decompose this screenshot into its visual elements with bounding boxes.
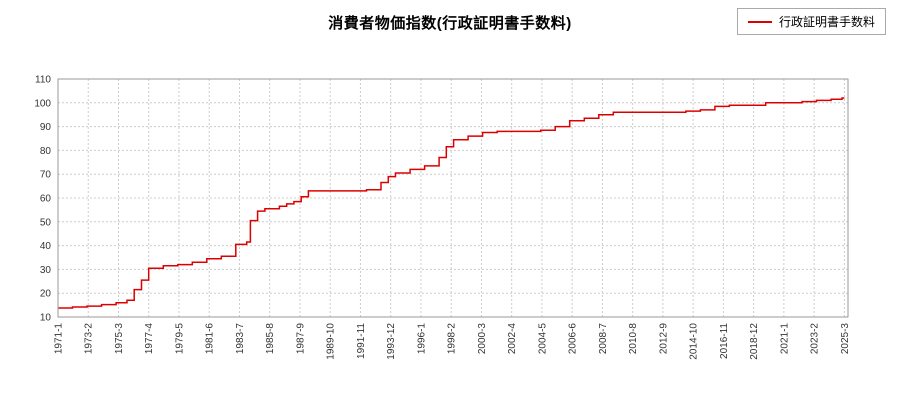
- y-tick-label: 110: [35, 75, 51, 86]
- x-tick-label: 1991-11: [356, 323, 367, 359]
- x-tick-label: 2025-3: [840, 323, 851, 355]
- x-tick-label: 2010-8: [628, 323, 639, 355]
- x-tick-label: 2000-3: [477, 323, 488, 355]
- x-tick-label: 1973-2: [84, 323, 95, 355]
- x-tick-label: 1987-9: [295, 323, 306, 355]
- y-tick-label: 20: [40, 289, 52, 300]
- x-tick-label: 1971-1: [54, 323, 65, 355]
- y-axis: 10 20 30 40 50 60 70 80 90 100 110: [34, 75, 848, 324]
- x-tick-label: 2006-6: [568, 323, 579, 355]
- line-chart: 10 20 30 40 50 60 70 80 90 100 110 1971-1 1973-2 1975…: [0, 44, 900, 394]
- x-tick-label: 2021-1: [779, 323, 790, 355]
- y-tick-label: 60: [40, 194, 52, 205]
- chart-canvas: 10 20 30 40 50 60 70 80 90 100 110 1971-1 1973-2 1975…: [34, 75, 851, 360]
- legend: 行政証明書手数料: [736, 8, 886, 35]
- x-tick-label: 2018-12: [749, 323, 760, 360]
- y-tick-label: 30: [40, 265, 52, 276]
- x-tick-label: 1998-2: [447, 323, 458, 355]
- legend-label: 行政証明書手数料: [778, 15, 875, 29]
- y-tick-label: 80: [40, 146, 52, 157]
- y-tick-label: 70: [40, 170, 52, 181]
- y-tick-label: 50: [40, 217, 52, 228]
- legend-line-icon: [747, 20, 772, 23]
- x-tick-label: 1993-12: [386, 323, 397, 360]
- x-tick-label: 1979-5: [174, 323, 185, 355]
- series-line: [58, 97, 845, 309]
- x-axis: 1971-1 1973-2 1975-3 1977-4 1979-5 1981-6 1983…: [54, 79, 851, 360]
- x-tick-label: 2014-10: [689, 323, 700, 360]
- x-tick-label: 1975-3: [114, 323, 125, 355]
- y-tick-label: 100: [34, 98, 51, 109]
- x-tick-label: 1989-10: [326, 323, 337, 360]
- plot-border: [57, 78, 849, 318]
- x-tick-label: 1981-6: [205, 323, 216, 355]
- x-tick-label: 1983-7: [235, 323, 246, 355]
- x-tick-label: 2012-9: [658, 323, 669, 355]
- x-tick-label: 2008-7: [598, 323, 609, 355]
- x-tick-label: 1996-1: [416, 323, 427, 355]
- x-tick-label: 2002-4: [507, 323, 518, 355]
- x-tick-label: 1985-8: [265, 323, 276, 355]
- x-tick-label: 2004-5: [537, 323, 548, 355]
- page-title: 消費者物価指数(行政証明書手数料): [328, 15, 572, 32]
- chart-header: 消費者物価指数(行政証明書手数料) 行政証明書手数料: [0, 0, 900, 42]
- x-tick-label: 2023-2: [810, 323, 821, 355]
- y-tick-label: 90: [40, 122, 52, 133]
- x-tick-label: 2016-11: [719, 323, 730, 359]
- y-tick-label: 10: [40, 313, 52, 324]
- y-tick-label: 40: [40, 241, 52, 252]
- x-tick-label: 1977-4: [144, 323, 155, 355]
